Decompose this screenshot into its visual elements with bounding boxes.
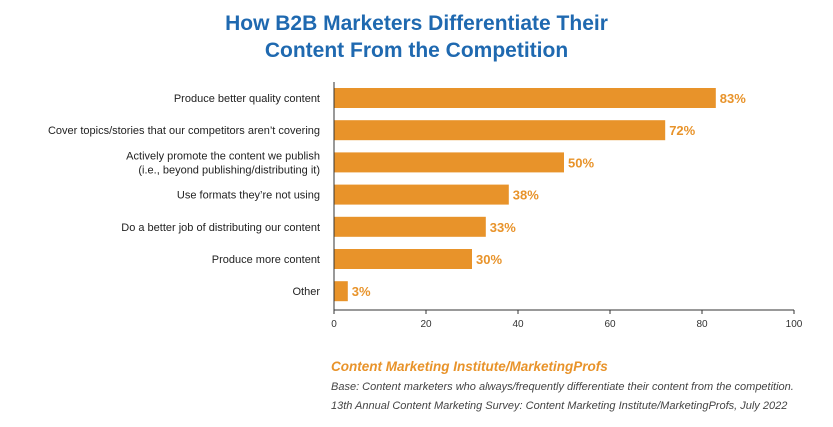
category-label: (i.e., beyond publishing/distributing it… <box>138 164 320 176</box>
survey-note: 13th Annual Content Marketing Survey: Co… <box>331 400 788 412</box>
bar-value-label: 30% <box>476 252 502 267</box>
bar <box>334 249 472 269</box>
category-label: Actively promote the content we publish <box>126 150 320 162</box>
bar <box>334 184 509 205</box>
x-tick-label: 20 <box>420 319 432 330</box>
bar-value-label: 50% <box>568 155 594 170</box>
x-tick-label: 100 <box>786 319 803 330</box>
source-credit: Content Marketing Institute/MarketingPro… <box>331 359 608 374</box>
bar-value-label: 3% <box>352 284 371 299</box>
x-tick-label: 60 <box>604 319 616 330</box>
category-label: Other <box>292 286 320 298</box>
bar-value-label: 83% <box>720 91 746 106</box>
category-label: Produce more content <box>212 254 320 266</box>
category-label: Use formats they’re not using <box>177 190 320 202</box>
bar-chart: 83% Produce better quality content 72% Cove… <box>48 82 803 330</box>
base-note: Base: Content marketers who always/frequ… <box>331 381 794 393</box>
bar <box>334 281 348 302</box>
x-tick-label: 40 <box>512 319 524 330</box>
category-label: Do a better job of distributing our cont… <box>121 222 320 234</box>
chart-title-line-2: Content From the Competition <box>264 39 569 62</box>
bar <box>334 88 716 108</box>
chart-title-line-1: How B2B Marketers Differentiate Their <box>225 12 608 35</box>
category-label: Cover topics/stories that our competitor… <box>48 125 320 137</box>
category-label: Produce better quality content <box>174 93 320 105</box>
x-tick-label: 0 <box>331 319 337 330</box>
x-tick-label: 80 <box>696 319 708 330</box>
bar <box>334 216 486 237</box>
bar-value-label: 38% <box>513 188 539 203</box>
bar <box>334 120 666 141</box>
bar <box>334 152 564 173</box>
chart-title: How B2B Marketers Differentiate Their Co… <box>0 10 833 64</box>
bar-value-label: 72% <box>669 123 695 138</box>
bar-value-label: 33% <box>490 220 516 235</box>
